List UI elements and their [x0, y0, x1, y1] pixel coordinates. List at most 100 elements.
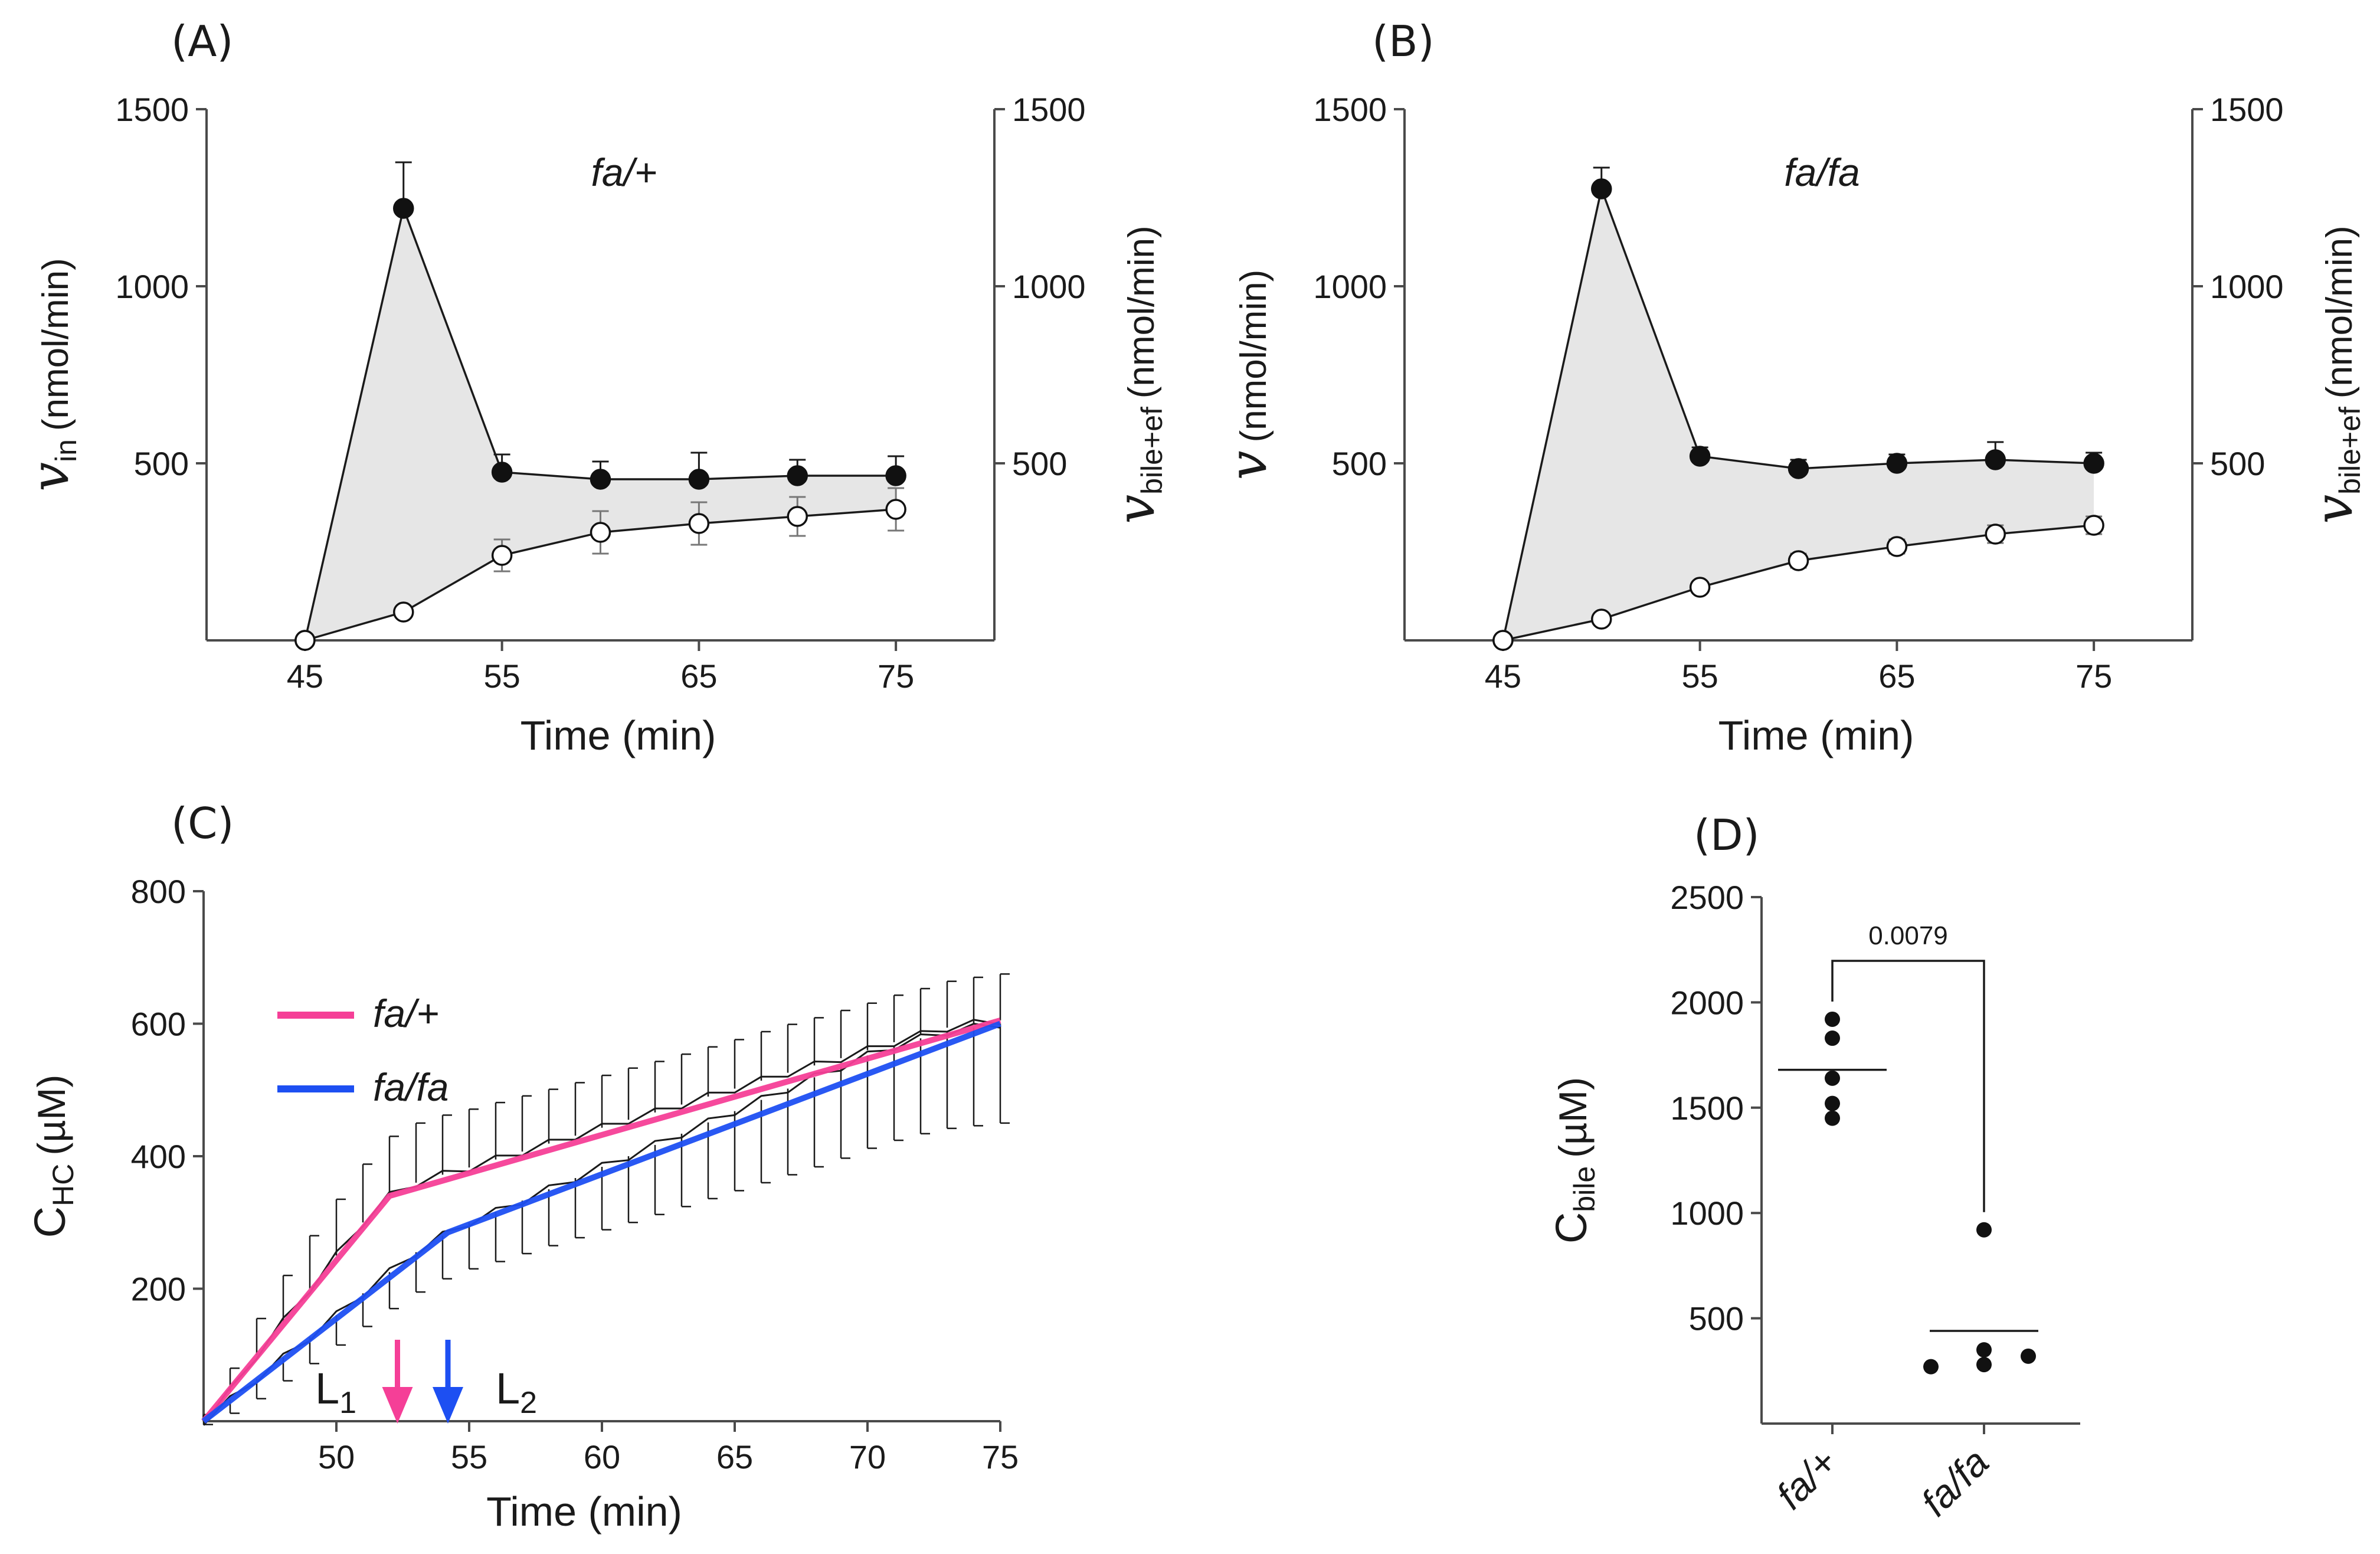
x-tick-label: 65 [716, 1438, 753, 1476]
data-point-v_in [688, 469, 710, 490]
x-axis-title: Time (min) [486, 1488, 682, 1535]
data-point-v_bile+ef [294, 630, 316, 651]
y-tick-label: 400 [131, 1138, 186, 1175]
x-tick-label: 75 [2075, 657, 2112, 695]
category-label: fa/fa [1913, 1440, 1997, 1524]
data-point-v_in [787, 465, 808, 486]
fit-line-fa/+ [201, 1018, 1001, 1424]
y-tick-label-right: 500 [1012, 445, 1067, 482]
y-tick-label: 1000 [1670, 1195, 1744, 1232]
y-tick-label-left: 1500 [1313, 91, 1387, 128]
y-axis-title-left-symbol: v [19, 462, 80, 492]
p-value-label: 0.0079 [1868, 921, 1948, 950]
y-axis-title-sub: bile [1568, 1166, 1601, 1212]
y-tick-label: 800 [131, 873, 186, 910]
y-axis-title-unit: (µM) [1551, 1077, 1595, 1158]
data-point-v_bile+ef [491, 545, 513, 566]
data-point-v_bile+ef [1886, 536, 1908, 557]
y-tick-label-left: 1000 [115, 268, 189, 305]
x-axis-title: Time (min) [1718, 712, 1914, 758]
data-point-fa/fa [1976, 1342, 1992, 1358]
y-axis-title-right: vbile+ef (nmol/min) [1105, 225, 1168, 524]
y-tick-label-right: 1000 [2210, 268, 2284, 305]
x-tick-label: 45 [287, 657, 323, 695]
y-tick-label-left: 1500 [115, 91, 189, 128]
data-point-fa/+ [1825, 1030, 1840, 1046]
data-point-fa/fa [1976, 1222, 1992, 1238]
x-tick-label: 65 [680, 657, 717, 695]
y-tick-label-right: 1000 [1012, 268, 1086, 305]
x-tick-label: 75 [982, 1438, 1019, 1476]
phase-label: L1 [315, 1364, 356, 1420]
data-point-fa/+ [1825, 1110, 1840, 1126]
phase-label-letter: L [496, 1364, 520, 1413]
y-axis-title-right-unit: (nmol/min) [1121, 225, 1162, 398]
data-point-fa/+ [1825, 1070, 1840, 1086]
data-point-v_in [1591, 178, 1612, 199]
y-tick-label: 2000 [1670, 984, 1744, 1021]
panel-label-b: (B) [1372, 17, 1435, 66]
data-point-v_bile+ef [1492, 630, 1514, 651]
y-axis-title-right: vbile+ef (nmol/min) [2303, 225, 2366, 524]
transition-arrow-head [433, 1387, 463, 1424]
y-axis-title-left: v (nmol/min) [1217, 270, 1278, 480]
y-axis-title-symbol: C [25, 1206, 74, 1238]
x-tick-label: 55 [1681, 657, 1718, 695]
data-point-v_bile+ef [1689, 577, 1711, 598]
x-tick-label: 55 [483, 657, 520, 695]
data-point-v_bile+ef [688, 513, 710, 534]
data-point-v_in [590, 469, 611, 490]
y-tick-label-left: 1000 [1313, 268, 1387, 305]
fit-line-fa/fa [201, 1020, 1001, 1424]
data-point-v_in [1788, 458, 1809, 479]
category-label: fa/+ [1767, 1440, 1845, 1517]
data-point-v_bile+ef [787, 506, 808, 527]
y-axis-title-right-unit: (nmol/min) [2319, 225, 2360, 398]
panel-a-chart: 45 55 65 75 500 1000 1500 500 1000 1500 fa/+ Time (… [19, 91, 1168, 758]
y-axis-title-symbol: C [1547, 1212, 1596, 1244]
legend-label: fa/+ [373, 992, 439, 1035]
phase-label: L2 [496, 1364, 537, 1420]
data-point-fa/+ [1825, 1095, 1840, 1111]
data-point-v_bile+ef [885, 499, 906, 520]
panel-label-c: (C) [171, 799, 234, 848]
y-axis-title-left-unit: (nmol/min) [1233, 270, 1274, 443]
y-axis-title: Cbile (µM) [1547, 1077, 1601, 1244]
genotype-label: fa/+ [591, 151, 657, 194]
y-axis-title-left-unit: (nmol/min) [35, 258, 76, 431]
y-axis-title-left-subscript: in [50, 439, 83, 462]
x-tick-label: 60 [584, 1438, 620, 1476]
y-axis-title-right-symbol: v [2303, 495, 2364, 524]
data-point-v_bile+ef [2083, 515, 2104, 536]
data-point-v_in [1689, 446, 1711, 467]
y-tick-label: 1500 [1670, 1090, 1744, 1127]
x-tick-label: 55 [451, 1438, 487, 1476]
y-tick-label-right: 1500 [1012, 91, 1086, 128]
y-tick-label-right: 500 [2210, 445, 2265, 482]
data-point-fa/fa [2021, 1348, 2036, 1364]
significance-bracket [1831, 960, 1985, 1212]
phase-label-sub: 2 [520, 1386, 537, 1420]
data-point-v_in [1886, 453, 1908, 474]
panel-d-chart: 500 1000 1500 2000 2500 fa/+ fa/fa 0.0079 Cbile (… [1547, 879, 2080, 1524]
data-point-v_bile+ef [590, 522, 611, 543]
x-axis-title: Time (min) [520, 712, 716, 758]
data-point-v_bile+ef [1985, 524, 2006, 545]
data-point-v_in [393, 198, 414, 219]
y-tick-label: 200 [131, 1271, 186, 1308]
data-point-v_in [1985, 449, 2006, 470]
y-axis-title-unit: (µM) [30, 1075, 73, 1156]
panel-label-a: (A) [171, 17, 233, 66]
y-axis-title-right-subscript: bile+ef [2333, 407, 2366, 495]
y-tick-label: 500 [1689, 1300, 1744, 1337]
y-axis-title-sub: HC [47, 1164, 80, 1206]
shaded-area [1502, 189, 2094, 640]
data-point-fa/+ [1825, 1011, 1840, 1027]
x-tick-label: 65 [1878, 657, 1915, 695]
x-tick-label: 75 [878, 657, 914, 695]
data-point-v_in [885, 465, 906, 486]
data-point-fa/fa [1923, 1359, 1939, 1375]
x-tick-label: 45 [1485, 657, 1521, 695]
data-point-fa/fa [1976, 1357, 1992, 1373]
